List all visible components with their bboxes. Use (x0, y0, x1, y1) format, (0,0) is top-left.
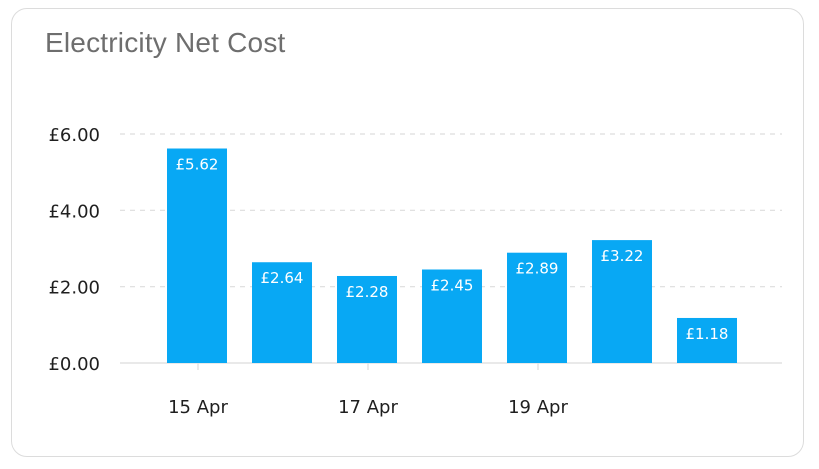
bar (252, 262, 312, 363)
bar-data-label: £2.89 (516, 260, 559, 278)
bar-data-label: £1.18 (686, 325, 729, 343)
bar (422, 269, 482, 363)
x-tick-label: 19 Apr (508, 397, 568, 418)
y-tick-label: £0.00 (48, 354, 100, 375)
bar (592, 240, 652, 363)
bar-data-label: £3.22 (601, 247, 644, 265)
bar-data-label: £2.45 (431, 276, 474, 294)
card-title: Electricity Net Cost (45, 27, 286, 58)
bar (167, 148, 227, 363)
bar (337, 275, 397, 363)
bar (677, 317, 737, 363)
y-tick-label: £2.00 (48, 278, 100, 299)
bar-data-label: £2.28 (346, 283, 389, 301)
bar-data-label: £5.62 (176, 156, 219, 174)
bar-data-label: £2.64 (261, 269, 304, 287)
x-tick-label: 15 Apr (168, 397, 228, 418)
bar (507, 252, 567, 363)
y-tick-label: £4.00 (48, 201, 100, 222)
y-tick-label: £6.00 (48, 125, 100, 146)
chart-card: Electricity Net Cost (11, 8, 804, 457)
x-tick-label: 17 Apr (338, 397, 398, 418)
